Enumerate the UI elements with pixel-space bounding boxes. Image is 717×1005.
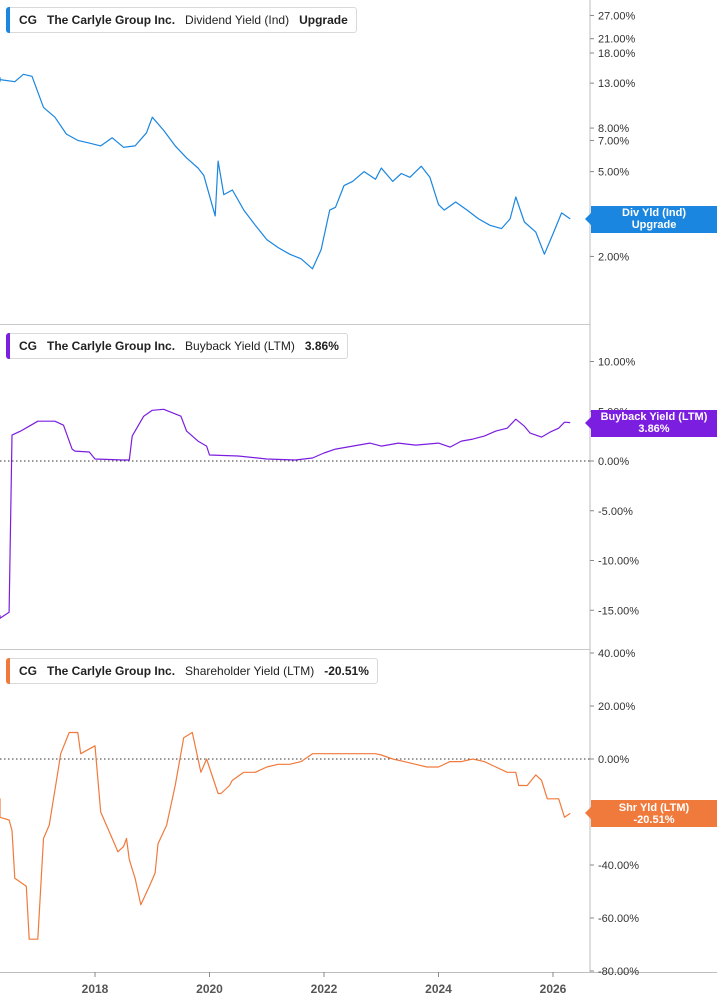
tag-label: Div Yld (Ind) bbox=[622, 207, 686, 220]
legend-value: -20.51% bbox=[324, 664, 369, 678]
y-tick-label: -60.00% bbox=[598, 913, 639, 925]
tag-label: Shr Yld (LTM) bbox=[618, 801, 690, 814]
legend-value: Upgrade bbox=[299, 13, 348, 27]
y-tick-label: -80.00% bbox=[598, 966, 639, 978]
y-tick-label: 18.00% bbox=[598, 48, 636, 60]
y-tick-label: 0.00% bbox=[598, 754, 629, 766]
legend-metric: Shareholder Yield (LTM) bbox=[185, 664, 315, 678]
y-tick-label: 0.00% bbox=[598, 456, 629, 468]
legend-ticker: CG bbox=[19, 664, 37, 678]
last-value-tag-shareholder: Shr Yld (LTM) -20.51% bbox=[585, 800, 717, 828]
legend-metric: Dividend Yield (Ind) bbox=[185, 13, 290, 27]
last-value-tag-buyback: Buyback Yield (LTM) 3.86% bbox=[585, 409, 717, 437]
x-tick-label: 2018 bbox=[82, 982, 109, 996]
legend-metric: Buyback Yield (LTM) bbox=[185, 339, 295, 353]
legend-color-bar bbox=[6, 333, 10, 359]
series-line bbox=[0, 73, 571, 270]
legend-value: 3.86% bbox=[304, 339, 339, 353]
y-tick-label: 2.00% bbox=[598, 251, 629, 263]
legend-color-bar bbox=[6, 658, 10, 684]
tag-value: -20.51% bbox=[633, 813, 675, 826]
last-value-tag-dividend: Div Yld (Ind) Upgrade bbox=[585, 205, 717, 233]
legend-company: The Carlyle Group Inc. bbox=[47, 339, 176, 353]
legend-company: The Carlyle Group Inc. bbox=[47, 13, 176, 27]
legend-dividend-yield[interactable]: CG The Carlyle Group Inc. Dividend Yield… bbox=[6, 7, 357, 33]
y-tick-label: 13.00% bbox=[598, 78, 636, 90]
y-tick-label: 27.00% bbox=[598, 10, 636, 22]
y-tick-label: -5.00% bbox=[598, 506, 633, 518]
y-tick-label: 10.00% bbox=[598, 357, 636, 369]
y-tick-label: -40.00% bbox=[598, 860, 639, 872]
legend-buyback-yield[interactable]: CG The Carlyle Group Inc. Buyback Yield … bbox=[6, 333, 348, 359]
x-tick-label: 2024 bbox=[425, 982, 452, 996]
x-tick-label: 2026 bbox=[540, 982, 567, 996]
legend-color-bar bbox=[6, 7, 10, 33]
y-tick-label: -10.00% bbox=[598, 556, 639, 568]
legend-company: The Carlyle Group Inc. bbox=[47, 664, 176, 678]
y-tick-label: 5.00% bbox=[598, 167, 629, 179]
y-tick-label: 20.00% bbox=[598, 701, 636, 713]
legend-shareholder-yield[interactable]: CG The Carlyle Group Inc. Shareholder Yi… bbox=[6, 658, 378, 684]
legend-ticker: CG bbox=[19, 339, 37, 353]
y-tick-label: 21.00% bbox=[598, 34, 636, 46]
tag-label: Buyback Yield (LTM) bbox=[600, 411, 708, 424]
y-tick-label: 7.00% bbox=[598, 135, 629, 147]
x-tick-label: 2022 bbox=[311, 982, 338, 996]
tag-value: Upgrade bbox=[631, 219, 677, 232]
series-line bbox=[0, 731, 571, 940]
y-tick-label: 40.00% bbox=[598, 648, 636, 660]
legend-ticker: CG bbox=[19, 13, 37, 27]
tag-value: 3.86% bbox=[638, 423, 670, 436]
y-tick-label: 8.00% bbox=[598, 123, 629, 135]
y-tick-label: -15.00% bbox=[598, 605, 639, 617]
x-tick-label: 2020 bbox=[196, 982, 223, 996]
series-line bbox=[0, 408, 571, 619]
